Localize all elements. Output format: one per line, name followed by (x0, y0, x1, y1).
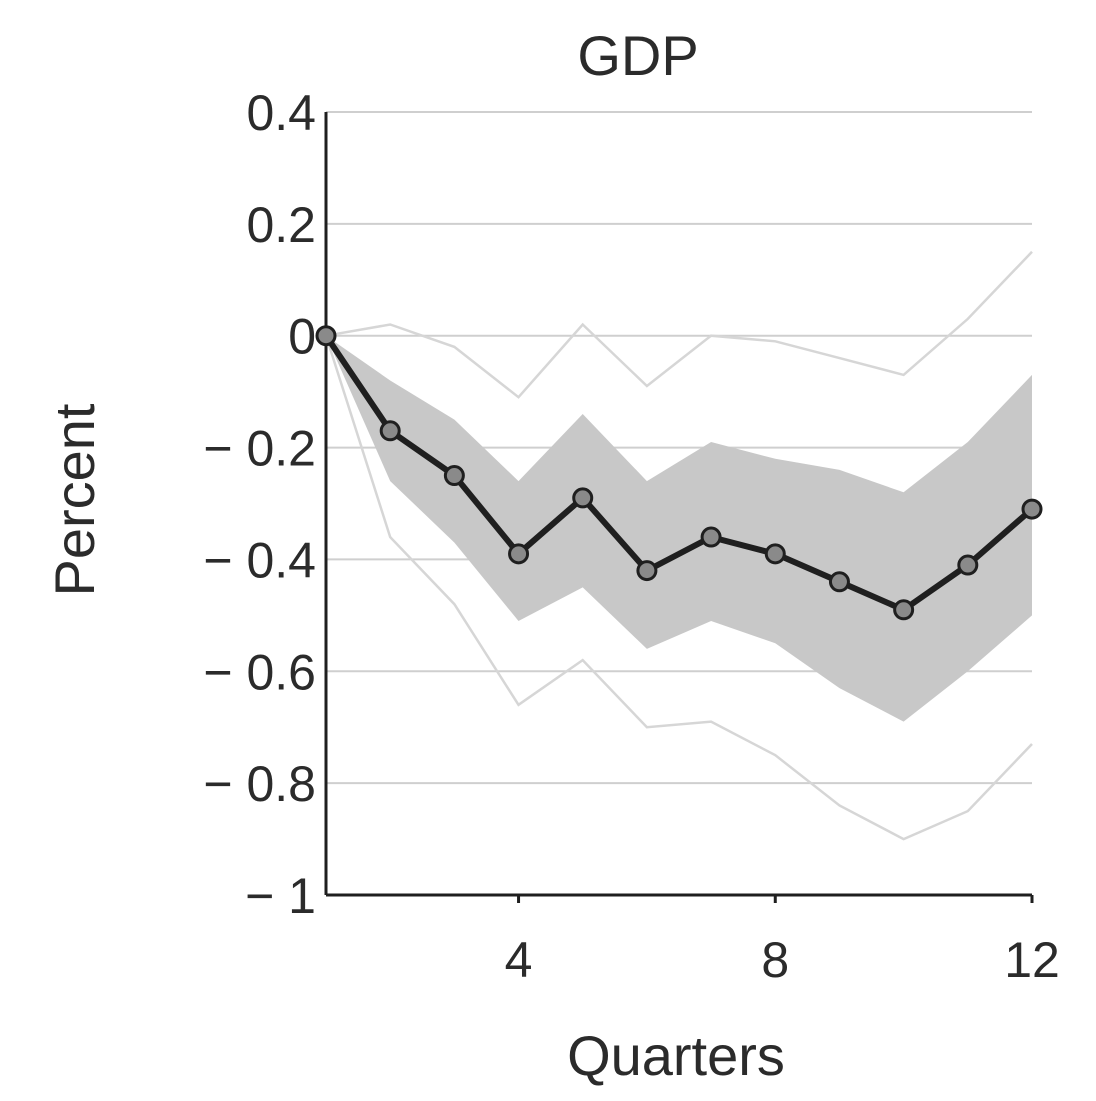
y-tick-label: − 0.2 (203, 421, 316, 477)
y-tick-label: − 1 (245, 868, 316, 924)
x-axis-title: Quarters (567, 1024, 785, 1087)
data-point (636, 560, 658, 582)
data-point (1021, 498, 1043, 520)
y-tick-label: − 0.4 (203, 532, 316, 588)
chart-title: GDP (577, 24, 698, 87)
data-point (828, 571, 850, 593)
y-tick-label: 0 (288, 309, 316, 365)
data-point (443, 465, 465, 487)
data-point (764, 543, 786, 565)
point-estimate-polyline (323, 332, 1035, 613)
confidence-band (326, 335, 1032, 722)
data-point (893, 599, 915, 621)
x-tick-label: 8 (761, 932, 789, 988)
inner-band-area (326, 335, 1032, 722)
y-axis-title: Percent (43, 403, 106, 596)
y-tick-labels: 0.4 0.2 0 − 0.2 − 0.4 − 0.6 − 0.8 − 1 (203, 85, 316, 924)
outer-confidence-lines (324, 250, 1033, 841)
y-tick-label: − 0.6 (203, 644, 316, 700)
data-point (508, 543, 530, 565)
data-point-markers (315, 325, 1043, 621)
data-point (315, 325, 337, 347)
outer-upper-line (325, 250, 1033, 399)
x-tick-label: 12 (1004, 932, 1060, 988)
y-tick-label: 0.4 (246, 85, 316, 141)
outer-lower-line (324, 335, 1033, 841)
y-tick-label: − 0.8 (203, 756, 316, 812)
data-point (957, 554, 979, 576)
y-tick-label: 0.2 (246, 197, 316, 253)
data-point (379, 420, 401, 442)
x-tick-label: 4 (505, 932, 533, 988)
data-point (700, 526, 722, 548)
point-estimate-line (323, 332, 1035, 613)
axes (324, 112, 1034, 903)
x-tick-labels: 4 8 12 (505, 932, 1060, 988)
data-point (572, 487, 594, 509)
